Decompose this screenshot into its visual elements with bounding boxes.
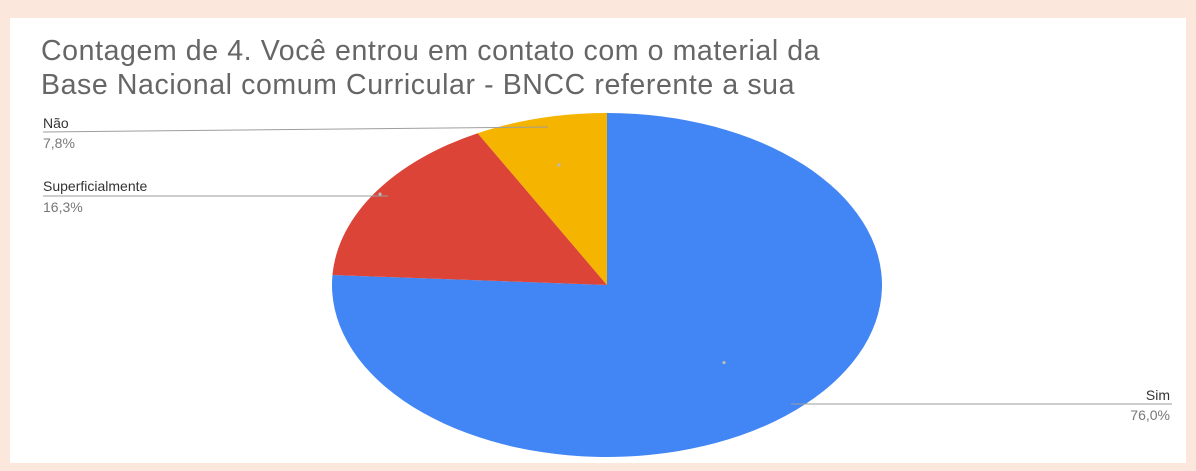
pie-slice-superficialmente	[332, 133, 607, 285]
chart-title-line-1: Contagem de 4. Você entrou em contato co…	[41, 35, 821, 67]
slice-value-label: 76,0%	[1130, 407, 1170, 423]
pie-slice-n-o	[477, 113, 607, 285]
pie-slices	[332, 113, 883, 458]
callout-line	[42, 126, 549, 133]
callout-dot	[378, 192, 382, 196]
slice-callouts: Sim 76,0% Superficialmente 16,3% Não 7,8%	[42, 115, 1172, 423]
slice-label: Superficialmente	[43, 178, 147, 194]
chart-title-line-2: Base Nacional comum Curricular - BNCC re…	[41, 69, 796, 101]
slice-value-label: 16,3%	[43, 199, 83, 215]
callout-dot	[557, 163, 561, 167]
callout-dot	[722, 360, 726, 365]
slice-value-label: 7,8%	[43, 135, 75, 151]
slice-label: Sim	[1146, 387, 1170, 403]
chart-title: Contagem de 4. Você entrou em contato co…	[41, 34, 820, 102]
slice-label: Não	[43, 115, 69, 131]
